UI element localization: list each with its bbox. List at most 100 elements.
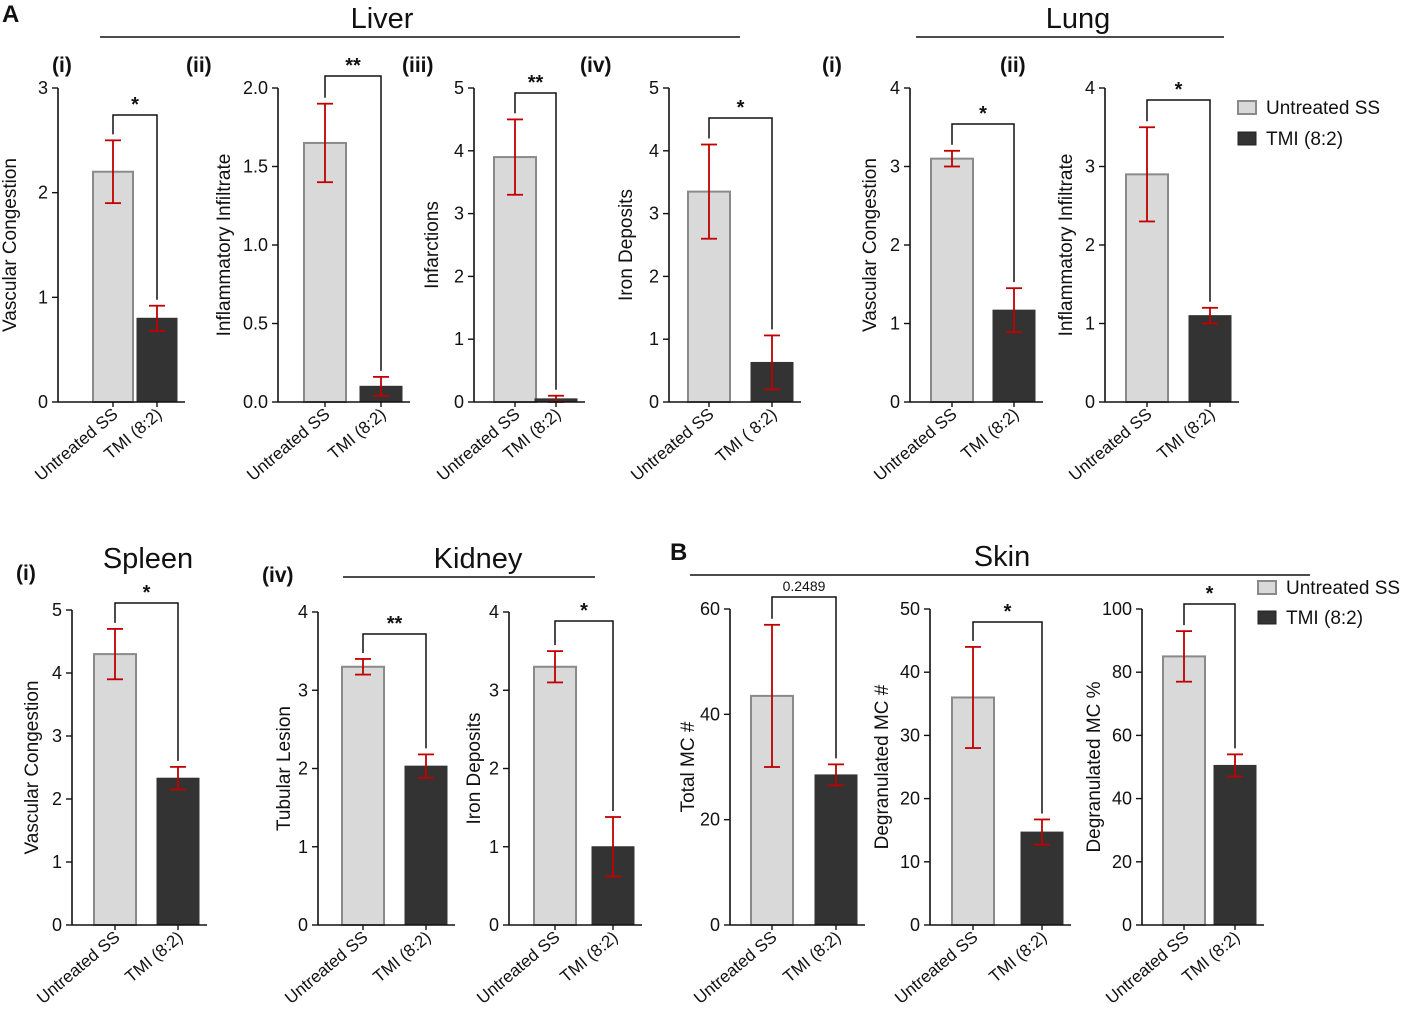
category-label: Untreated SS: [281, 928, 371, 1008]
y-axis-label: Iron Deposits: [616, 189, 637, 301]
y-tick-label: 1: [298, 837, 308, 857]
legend-b-label-tmi: TMI (8:2): [1286, 608, 1363, 629]
category-label: Untreated SS: [243, 405, 333, 485]
legend-a-swatch-untreated: [1237, 100, 1257, 115]
y-tick-label: 3: [890, 157, 900, 177]
y-tick-label: 0.5: [243, 314, 268, 334]
bar-tmi: [1213, 764, 1257, 926]
bar-tmi: [1188, 315, 1232, 403]
significance-bracket: [1146, 99, 1211, 302]
category-label: TMI (8:2): [325, 405, 390, 464]
category-label: Untreated SS: [627, 405, 717, 485]
category-label: TMI (8:2): [958, 405, 1023, 464]
group-title-kidney: Kidney: [434, 543, 523, 575]
y-tick-label: 1: [1085, 314, 1095, 334]
y-tick-label: 0: [1085, 392, 1095, 412]
category-label: TMI (8:2): [122, 928, 187, 987]
legend-b: Untreated SS TMI (8:2): [1257, 578, 1400, 629]
category-label: TMI (8:2): [986, 928, 1051, 987]
significance-label: *: [1206, 583, 1214, 605]
bar-untreated: [92, 170, 134, 403]
y-tick-label: 4: [489, 602, 499, 622]
significance-bracket: [972, 621, 1043, 814]
significance-bracket: [1183, 603, 1236, 749]
bar-untreated: [1162, 655, 1206, 927]
y-tick-label: 40: [700, 704, 720, 724]
y-tick-label: 3: [1085, 157, 1095, 177]
y-tick-label: 0: [454, 392, 464, 412]
significance-label: **: [345, 55, 361, 77]
y-tick-label: 5: [649, 78, 659, 98]
legend-a: Untreated SS TMI (8:2): [1237, 98, 1380, 150]
y-tick-label: 20: [700, 810, 720, 830]
significance-label: **: [528, 72, 544, 94]
bar-tmi: [404, 765, 448, 926]
significance-label: *: [737, 97, 745, 119]
y-tick-label: 80: [1112, 662, 1132, 682]
significance-bracket: [112, 114, 158, 300]
y-tick-label: 2: [298, 759, 308, 779]
y-axis-label: Inflammatory Infiltrate: [214, 154, 235, 337]
y-tick-label: 10: [900, 852, 920, 872]
y-tick-label: 1: [890, 314, 900, 334]
y-tick-label: 2: [649, 266, 659, 286]
y-axis-label: Infarctions: [422, 201, 443, 289]
y-axis-label: Vascular Congestion: [860, 158, 881, 332]
y-tick-label: 0.0: [243, 392, 268, 412]
sublabel-liver-i: (i): [52, 54, 72, 77]
y-tick-label: 4: [298, 602, 308, 622]
sublabel-liver-iv: (iv): [580, 54, 612, 77]
sublabel-lung-ii: (ii): [1000, 54, 1026, 77]
y-axis-label: Vascular Congestion: [22, 681, 43, 855]
y-tick-label: 0: [890, 392, 900, 412]
y-tick-label: 0: [489, 915, 499, 935]
category-label: Untreated SS: [33, 928, 123, 1008]
significance-bracket: [708, 117, 773, 330]
y-axis-label: Tubular Lesion: [274, 706, 295, 831]
y-tick-label: 3: [489, 680, 499, 700]
panel-letter-a: A: [2, 1, 19, 28]
sublabel-spleen-i: (i): [16, 562, 36, 585]
significance-label: *: [143, 582, 151, 604]
legend-b-swatch-tmi: [1257, 610, 1277, 625]
significance-bracket: [554, 620, 614, 812]
y-tick-label: 0: [910, 915, 920, 935]
p-value-label: 0.2489: [783, 578, 826, 594]
y-tick-label: 5: [52, 600, 62, 620]
y-tick-label: 0: [38, 392, 48, 412]
y-tick-label: 3: [38, 78, 48, 98]
bar-untreated: [930, 157, 974, 403]
significance-label: *: [131, 94, 139, 116]
y-tick-label: 1: [489, 837, 499, 857]
y-tick-label: 30: [900, 725, 920, 745]
y-tick-label: 3: [52, 726, 62, 746]
significance-bracket: [114, 602, 179, 761]
bar-untreated: [341, 665, 385, 927]
legend-a-label-untreated: Untreated SS: [1266, 98, 1380, 119]
y-tick-label: 0: [298, 915, 308, 935]
y-tick-label: 2: [454, 266, 464, 286]
bar-tmi: [1020, 831, 1064, 926]
significance-label: *: [1004, 601, 1012, 623]
y-tick-label: 60: [700, 599, 720, 619]
y-tick-label: 1: [649, 329, 659, 349]
significance-bracket: [362, 633, 427, 749]
significance-bracket: [951, 123, 1015, 283]
legend-b-swatch-untreated: [1257, 580, 1277, 595]
y-axis-label: Inflammatory Infiltrate: [1056, 154, 1077, 337]
sublabel-kidney-iv: (iv): [262, 564, 294, 587]
group-title-spleen: Spleen: [103, 543, 193, 575]
category-label: TMI ( 8:2): [712, 405, 781, 467]
category-label: Untreated SS: [1102, 928, 1192, 1008]
significance-bracket: [514, 92, 557, 390]
y-tick-label: 1: [38, 287, 48, 307]
category-label: Untreated SS: [473, 928, 563, 1008]
group-title-liver: Liver: [351, 3, 414, 35]
sublabel-liver-iii: (iii): [402, 54, 434, 77]
